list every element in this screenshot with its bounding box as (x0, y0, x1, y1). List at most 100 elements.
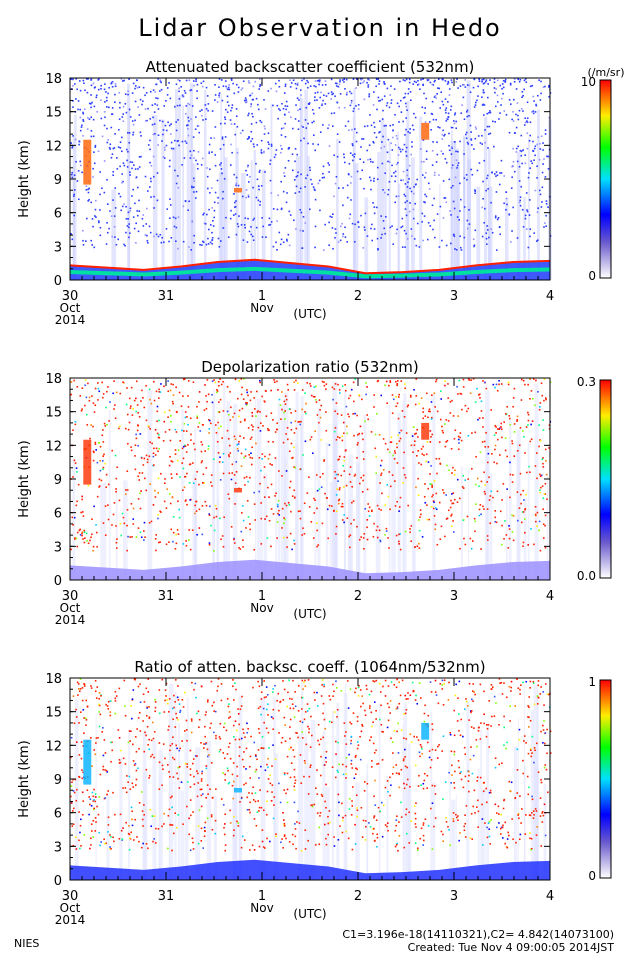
noise-pixel (543, 399, 545, 402)
noise-pixel (275, 428, 278, 431)
noise-pixel (91, 244, 94, 246)
noise-pixel (267, 427, 269, 430)
noise-pixel (138, 166, 141, 168)
noise-pixel (126, 470, 129, 472)
noise-pixel (496, 490, 499, 493)
noise-pixel (501, 499, 503, 501)
noise-pixel (487, 83, 489, 85)
noise-pixel (401, 217, 404, 220)
noise-pixel (520, 154, 523, 157)
noise-pixel (172, 516, 175, 518)
noise-pixel (158, 419, 160, 422)
noise-pixel (81, 495, 84, 498)
noise-pixel (335, 494, 338, 496)
noise-pixel (298, 421, 301, 423)
noise-pixel (251, 415, 254, 417)
noise-pixel (405, 808, 408, 810)
noise-pixel (344, 449, 347, 452)
noise-pixel (490, 725, 492, 727)
noise-pixel (370, 431, 373, 433)
noise-pixel (522, 489, 524, 492)
noise-pixel (346, 517, 349, 520)
noise-pixel (485, 431, 487, 434)
noise-pixel (466, 219, 469, 222)
noise-pixel (101, 434, 104, 437)
aerosol-layer (69, 266, 551, 279)
noise-pixel (82, 538, 84, 540)
noise-pixel (254, 80, 257, 83)
noise-pixel (352, 381, 355, 384)
noise-pixel (352, 712, 355, 714)
noise-pixel (102, 393, 105, 395)
noise-pixel (249, 523, 251, 525)
noise-pixel (167, 702, 169, 705)
signal-streak (235, 147, 239, 280)
noise-pixel (354, 691, 356, 694)
noise-pixel (494, 91, 496, 94)
noise-pixel (79, 688, 82, 690)
noise-pixel (137, 475, 140, 478)
noise-pixel (347, 413, 349, 416)
noise-pixel (325, 388, 327, 390)
noise-pixel (527, 726, 530, 728)
noise-pixel (137, 186, 139, 189)
noise-pixel (316, 507, 318, 510)
noise-pixel (293, 466, 295, 468)
noise-pixel (483, 221, 486, 224)
noise-pixel (383, 145, 386, 148)
noise-pixel (307, 86, 309, 89)
noise-pixel (342, 235, 344, 238)
noise-pixel (261, 747, 263, 749)
noise-pixel (386, 484, 389, 486)
noise-pixel (170, 528, 173, 531)
noise-pixel (82, 709, 85, 711)
noise-pixel (518, 507, 521, 509)
noise-pixel (342, 816, 344, 819)
noise-pixel (544, 834, 547, 837)
noise-pixel (142, 464, 145, 466)
noise-pixel (184, 140, 187, 143)
noise-pixel (193, 191, 195, 193)
noise-pixel (233, 537, 235, 540)
noise-pixel (122, 757, 125, 760)
noise-pixel (111, 524, 113, 526)
noise-pixel (149, 118, 152, 120)
noise-pixel (79, 678, 82, 680)
noise-pixel (136, 429, 139, 432)
noise-pixel (424, 201, 426, 204)
noise-pixel (145, 92, 148, 94)
noise-pixel (404, 134, 406, 136)
noise-pixel (542, 691, 544, 693)
noise-pixel (317, 723, 320, 726)
noise-pixel (281, 102, 283, 105)
noise-pixel (423, 201, 425, 203)
noise-pixel (530, 423, 532, 426)
noise-pixel (155, 447, 158, 450)
noise-pixel (463, 537, 465, 540)
noise-pixel (296, 82, 299, 85)
noise-pixel (399, 533, 401, 535)
noise-pixel (99, 171, 101, 173)
noise-pixel (350, 182, 352, 184)
noise-pixel (434, 171, 436, 174)
noise-pixel (309, 208, 311, 211)
signal-streak (378, 702, 381, 880)
noise-pixel (343, 106, 346, 109)
noise-pixel (505, 208, 507, 211)
noise-pixel (143, 457, 146, 460)
signal-streak (317, 408, 321, 580)
noise-pixel (161, 764, 164, 767)
noise-pixel (195, 159, 197, 162)
noise-pixel (153, 464, 155, 466)
noise-pixel (142, 100, 144, 103)
noise-pixel (541, 201, 543, 203)
noise-pixel (102, 429, 104, 431)
noise-pixel (200, 164, 203, 166)
noise-pixel (375, 455, 377, 458)
noise-pixel (237, 825, 240, 827)
noise-pixel (109, 834, 111, 836)
noise-pixel (487, 96, 489, 99)
noise-pixel (250, 226, 252, 228)
noise-pixel (106, 705, 109, 707)
noise-pixel (329, 821, 331, 824)
